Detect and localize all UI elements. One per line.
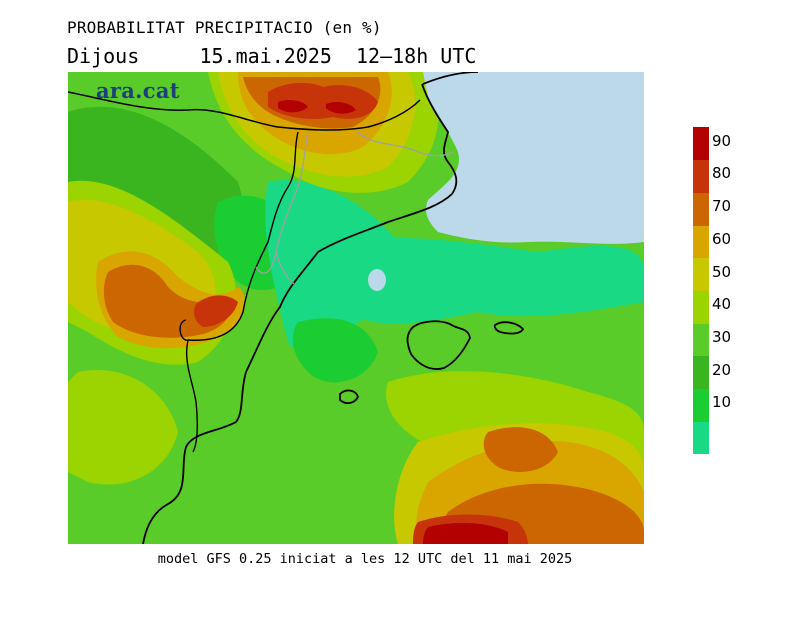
forecast-day: Dijous <box>67 44 140 68</box>
legend-tick-label: 70 <box>712 197 732 216</box>
legend-swatch <box>693 290 709 324</box>
legend-swatch <box>693 127 709 161</box>
forecast-datetime: Dijous 15.mai.2025 12–18h UTC <box>67 44 476 68</box>
field-region <box>278 99 308 113</box>
legend-swatch <box>693 355 709 390</box>
field-region <box>348 237 644 324</box>
border-line <box>185 339 198 453</box>
legend-tick-label: 50 <box>712 262 732 281</box>
forecast-period: 15.mai.2025 12–18h UTC <box>199 44 477 68</box>
legend-tick-label: 40 <box>712 295 732 314</box>
sea <box>368 269 386 291</box>
coastline <box>142 72 479 544</box>
chart-title: PROBABILITAT PRECIPITACIO (en %) <box>67 18 382 37</box>
field-region <box>326 102 356 114</box>
legend-tick-label: 80 <box>712 164 732 183</box>
probability-map <box>68 72 644 544</box>
legend-swatch <box>693 388 709 422</box>
sea <box>423 72 644 244</box>
field-region <box>423 522 508 544</box>
legend-tick-label: 30 <box>712 327 732 346</box>
border-line <box>68 91 421 131</box>
field-region <box>194 295 238 327</box>
field-region <box>292 318 378 383</box>
field-region <box>483 427 558 472</box>
field-region <box>68 370 178 485</box>
legend-swatch <box>693 192 709 226</box>
legend-swatch <box>693 159 709 193</box>
legend-swatch <box>693 257 709 291</box>
brand-logo: ara.cat <box>96 78 180 103</box>
legend-tick-label: 60 <box>712 229 732 248</box>
legend-swatch <box>693 421 709 455</box>
coastline <box>406 320 471 370</box>
legend-tick-label: 10 <box>712 393 732 412</box>
footer-text: model GFS 0.25 iniciat a les 12 UTC del … <box>157 551 573 567</box>
legend-tick-label: 90 <box>712 131 732 150</box>
legend-swatch <box>693 323 709 357</box>
legend-colorbar <box>693 127 709 455</box>
coastline <box>339 389 359 404</box>
border-line <box>179 131 299 341</box>
legend-swatch <box>693 225 709 259</box>
border-line <box>255 131 454 285</box>
legend-tick-label: 20 <box>712 360 732 379</box>
coastline <box>493 321 525 335</box>
